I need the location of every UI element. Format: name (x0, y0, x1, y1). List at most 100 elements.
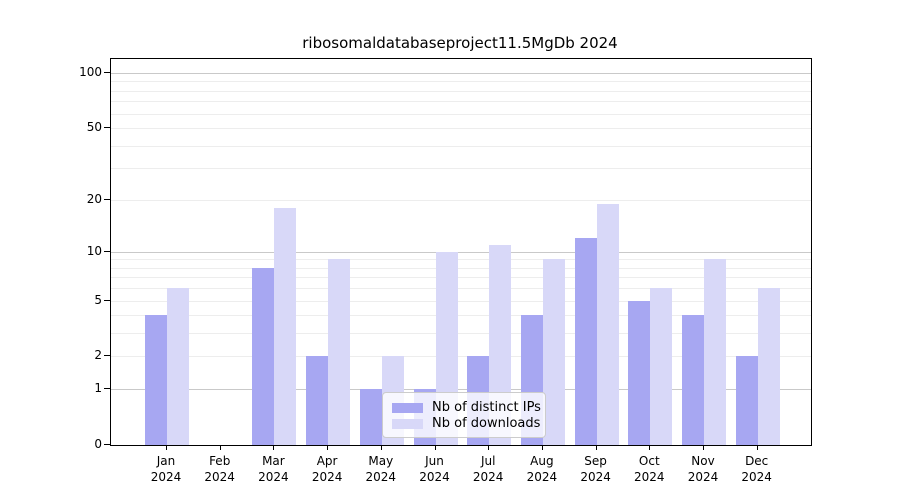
y-tick-mark (104, 198, 110, 200)
minor-gridline (111, 333, 811, 335)
x-tick-label: Sep 2024 (566, 453, 626, 485)
x-tick-year: 2024 (472, 470, 504, 484)
x-tick-year: 2024 (150, 470, 182, 484)
bar-downloads (274, 207, 297, 445)
x-tick-month: Jan (156, 454, 176, 468)
x-tick-mark (327, 445, 329, 450)
x-tick-mark (541, 445, 543, 450)
x-tick-year: 2024 (204, 470, 235, 484)
x-tick-label: May 2024 (351, 453, 411, 485)
x-tick-mark (380, 445, 382, 450)
major-gridline (111, 73, 811, 74)
major-gridline (111, 251, 811, 253)
bar-distinct-ips (145, 315, 167, 445)
bar-downloads (757, 288, 780, 445)
y-tick-mark (104, 299, 110, 301)
y-tick-mark (104, 444, 110, 445)
minor-gridline (111, 113, 811, 115)
x-tick-year: 2024 (311, 470, 343, 484)
x-tick-mark (703, 445, 704, 450)
y-tick-mark (104, 127, 110, 129)
x-tick-mark (273, 445, 275, 450)
bar-downloads (650, 288, 673, 445)
y-tick-mark (104, 250, 110, 252)
x-tick-mark (166, 445, 167, 450)
legend-swatch (392, 402, 423, 413)
x-tick-year: 2024 (634, 470, 665, 484)
x-tick-year: 2024 (687, 470, 719, 484)
x-tick-year: 2024 (741, 470, 772, 484)
x-tick-month: Dec (745, 454, 769, 468)
x-tick-label: Dec 2024 (727, 453, 787, 485)
x-tick-month: Apr (316, 454, 338, 468)
x-tick-mark (219, 445, 221, 450)
y-tick-label: 2 (94, 348, 102, 363)
x-tick-month: May (368, 454, 394, 468)
y-tick-label: 5 (94, 292, 102, 307)
legend-swatch (392, 418, 423, 429)
y-tick-mark (104, 72, 110, 73)
x-tick-mark (649, 445, 651, 450)
chart-title: ribosomaldatabaseproject11.5MgDb 2024 (302, 34, 618, 52)
x-tick-label: Oct 2024 (619, 453, 679, 485)
x-tick-label: Apr 2024 (297, 453, 357, 485)
x-tick-month: Nov (691, 454, 715, 468)
plot-area: Nb of distinct IPs Nb of downloads (110, 58, 812, 446)
minor-gridline (111, 101, 811, 103)
x-tick-year: 2024 (365, 470, 397, 484)
minor-gridline (111, 81, 811, 83)
x-tick-mark (595, 445, 597, 450)
x-tick-year: 2024 (258, 470, 289, 484)
bar-downloads (167, 288, 189, 445)
minor-gridline (111, 168, 811, 170)
major-gridline (111, 389, 811, 391)
legend: Nb of distinct IPs Nb of downloads (382, 392, 546, 438)
y-tick-label: 10 (86, 243, 102, 258)
y-tick-label: 1 (94, 381, 102, 396)
x-tick-label: Jul 2024 (458, 453, 518, 485)
x-tick-label: Nov 2024 (673, 453, 733, 485)
bar-distinct-ips (682, 315, 704, 445)
minor-gridline (111, 128, 811, 130)
x-tick-label: Aug 2024 (512, 453, 572, 485)
minor-gridline (111, 259, 811, 261)
minor-gridline (111, 145, 811, 147)
x-tick-mark (434, 445, 436, 450)
bar-distinct-ips (628, 300, 651, 445)
minor-gridline (111, 90, 811, 92)
bar-downloads (704, 259, 726, 445)
minor-gridline (111, 267, 811, 269)
bar-distinct-ips (735, 356, 758, 445)
x-tick-month: Mar (262, 454, 285, 468)
bar-distinct-ips (306, 356, 329, 445)
legend-entry: Nb of downloads (392, 416, 540, 431)
y-tick-mark (104, 388, 110, 390)
bar-downloads (596, 203, 619, 445)
y-tick-label: 50 (86, 120, 102, 135)
x-tick-year: 2024 (526, 470, 558, 484)
x-tick-label: Jan 2024 (136, 453, 196, 485)
x-tick-label: Feb 2024 (190, 453, 250, 485)
legend-label: Nb of downloads (432, 416, 541, 431)
minor-gridline (111, 315, 811, 317)
x-tick-month: Jun (425, 454, 444, 468)
x-tick-year: 2024 (580, 470, 611, 484)
minor-gridline (111, 199, 811, 201)
minor-gridline (111, 300, 811, 302)
y-tick-mark (104, 355, 110, 357)
x-tick-month: Feb (209, 454, 231, 468)
bar-distinct-ips (359, 389, 382, 445)
x-tick-year: 2024 (419, 470, 450, 484)
y-tick-label: 20 (86, 191, 102, 206)
bar-distinct-ips (252, 267, 275, 445)
x-tick-month: Jul (480, 454, 496, 468)
x-tick-month: Oct (638, 454, 660, 468)
legend-entry: Nb of distinct IPs (392, 400, 541, 415)
bar-downloads (542, 259, 565, 445)
minor-gridline (111, 277, 811, 279)
x-tick-month: Sep (584, 454, 607, 468)
x-tick-month: Aug (530, 454, 554, 468)
minor-gridline (111, 288, 811, 290)
minor-gridline (111, 356, 811, 358)
